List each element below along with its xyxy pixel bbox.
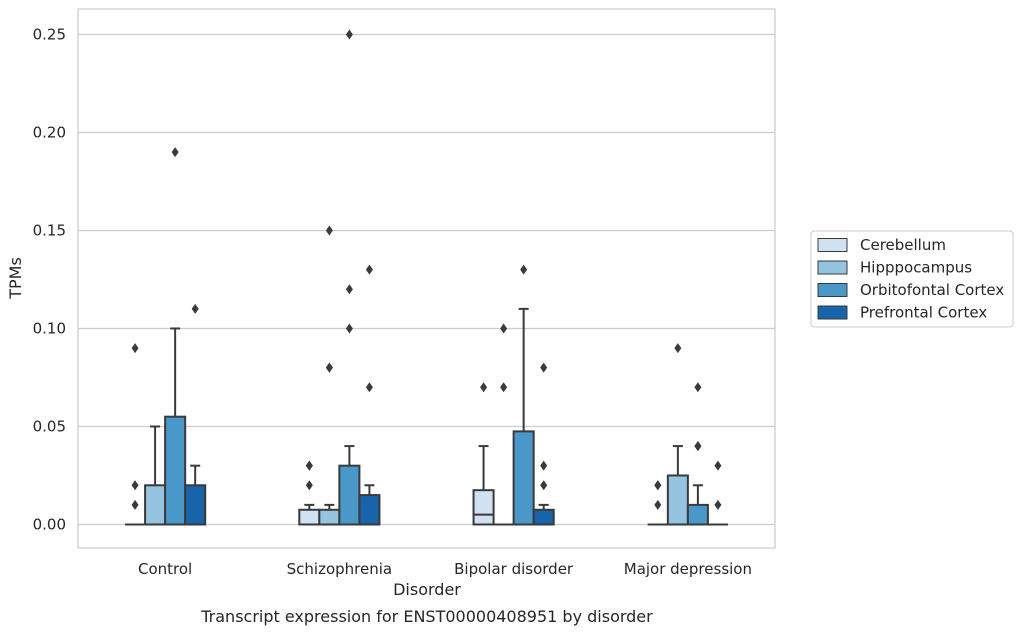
box-cerebellum-bipolar-disorder: [472, 382, 495, 526]
x-axis-title: Disorder: [393, 580, 461, 599]
box-orbitofontal-cortex-control: [164, 147, 187, 526]
box-iqr: [184, 484, 207, 526]
box-hipppocampus-control: [144, 425, 167, 526]
outlier-point: [345, 284, 353, 295]
legend-label-orbitofontal-cortex: Orbitofontal Cortex: [860, 281, 1004, 299]
outlier-point: [345, 29, 353, 40]
box-iqr: [298, 508, 321, 526]
outlier-point: [520, 264, 528, 275]
outlier-point: [325, 225, 333, 236]
box-iqr: [472, 489, 495, 526]
chart-caption: Transcript expression for ENST0000040895…: [200, 607, 653, 626]
legend-label-hipppocampus: Hipppocampus: [860, 259, 972, 277]
box-iqr: [338, 464, 361, 526]
outlier-point: [500, 323, 508, 334]
outlier-point: [325, 362, 333, 373]
outlier-point: [714, 499, 722, 510]
outlier-point: [131, 499, 139, 510]
x-tick-label-major-depression: Major depression: [624, 560, 752, 578]
legend-frame: [810, 230, 1014, 328]
y-tick-label: 0.05: [33, 417, 66, 435]
outlier-point: [540, 362, 548, 373]
outlier-point: [345, 323, 353, 334]
outlier-point: [480, 382, 488, 393]
legend-swatch-orbitofontal-cortex: [817, 283, 848, 297]
box-iqr: [666, 474, 689, 526]
outlier-point: [694, 441, 702, 452]
box-iqr: [358, 494, 381, 526]
box-hipppocampus-major-depression: [666, 343, 689, 526]
box-prefrontal-cortex-bipolar-disorder: [532, 362, 555, 526]
outlier-point: [500, 382, 508, 393]
x-tick-label-bipolar-disorder: Bipolar disorder: [454, 560, 574, 578]
y-tick-label: 0.00: [33, 515, 66, 533]
outlier-point: [540, 460, 548, 471]
box-hipppocampus-bipolar-disorder: [493, 323, 514, 526]
x-tick-label-schizophrenia: Schizophrenia: [287, 560, 392, 578]
y-tick-label: 0.10: [33, 319, 66, 337]
outlier-point: [674, 343, 682, 354]
outlier-point: [540, 480, 548, 491]
outlier-point: [131, 343, 139, 354]
box-cerebellum-control: [125, 343, 146, 526]
legend: Cerebellum Hipppocampus Orbitofontal Corte…: [810, 230, 1014, 328]
legend-label-cerebellum: Cerebellum: [860, 236, 946, 254]
y-tick-label: 0.15: [33, 221, 66, 239]
box-iqr: [318, 508, 341, 526]
legend-swatch-cerebellum: [817, 238, 848, 252]
box-cerebellum-major-depression: [647, 480, 668, 526]
box-iqr: [686, 503, 709, 526]
outlier-point: [654, 480, 662, 491]
legend-swatch-hipppocampus: [817, 260, 848, 275]
y-tick-label: 0.25: [33, 25, 66, 43]
box-iqr: [512, 430, 535, 526]
box-prefrontal-cortex-schizophrenia: [358, 264, 381, 526]
y-tick-label: 0.20: [33, 123, 66, 141]
box-prefrontal-cortex-control: [184, 303, 207, 526]
legend-swatch-prefrontal-cortex: [817, 305, 848, 320]
y-axis-title: TPMs: [6, 257, 25, 300]
outlier-point: [191, 303, 199, 314]
y-axis-ticks: 0.00 0.05 0.10 0.15 0.20 0.25: [33, 25, 66, 533]
legend-label-prefrontal-cortex: Prefrontal Cortex: [860, 304, 987, 322]
outlier-point: [365, 382, 373, 393]
outlier-point: [171, 147, 179, 158]
box-orbitofontal-cortex-major-depression: [686, 382, 709, 526]
box-prefrontal-cortex-major-depression: [707, 460, 728, 526]
box-orbitofontal-cortex-bipolar-disorder: [512, 264, 535, 526]
outlier-point: [714, 460, 722, 471]
box-iqr: [532, 508, 555, 526]
box-groups: [125, 29, 728, 526]
outlier-point: [131, 480, 139, 491]
plot-area: [77, 8, 776, 549]
box-iqr: [164, 415, 187, 526]
outlier-point: [305, 480, 313, 491]
box-hipppocampus-schizophrenia: [318, 225, 341, 526]
outlier-point: [694, 382, 702, 393]
x-tick-label-control: Control: [138, 560, 192, 578]
outlier-point: [365, 264, 373, 275]
x-axis-ticks: Control Schizophrenia Bipolar disorder Majo…: [138, 560, 752, 578]
box-iqr: [144, 484, 167, 526]
outlier-point: [305, 460, 313, 471]
outlier-point: [654, 499, 662, 510]
